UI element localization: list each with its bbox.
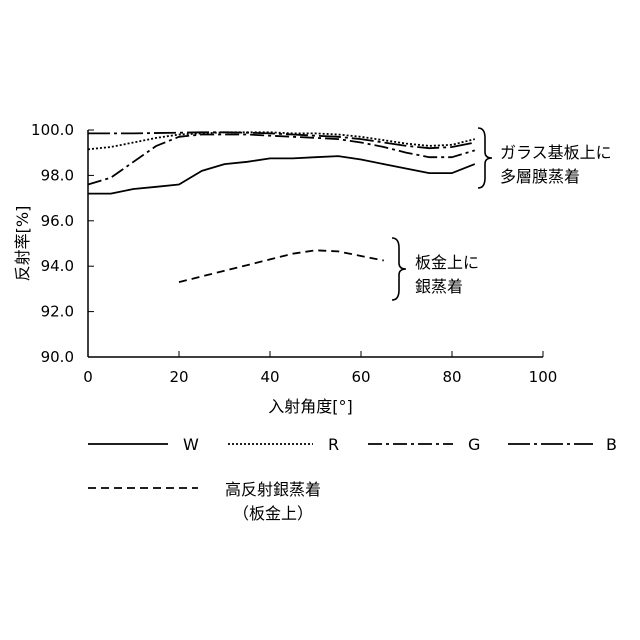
legend-label-4: 高反射銀蒸着 <box>225 480 321 499</box>
series-line-3 <box>88 132 475 148</box>
y-tick-label: 94.0 <box>41 257 74 275</box>
x-tick-label: 20 <box>169 368 188 386</box>
x-tick-label: 60 <box>351 368 370 386</box>
x-tick-label: 100 <box>529 368 558 386</box>
annotation-text-metal: 銀蒸着 <box>415 277 463 296</box>
legend-label-3: B <box>606 435 617 454</box>
legend-label-2: G <box>468 435 480 454</box>
y-tick-label: 98.0 <box>41 166 74 184</box>
x-tick-label: 0 <box>83 368 93 386</box>
series-line-0 <box>88 156 475 194</box>
legend: W R G B 高反射銀蒸着 （板金上） <box>88 435 617 523</box>
x-axis-title: 入射角度[°] <box>268 397 353 416</box>
y-tick-label: 100.0 <box>31 121 74 139</box>
annotation-brace-glass <box>478 128 492 188</box>
annotation-brace-metal <box>392 238 406 300</box>
y-axis-title: 反射率[%] <box>13 206 32 282</box>
legend-label-0: W <box>183 435 199 454</box>
legend-label-1: R <box>328 435 339 454</box>
y-tick-label: 92.0 <box>41 303 74 321</box>
legend-label-4: （板金上） <box>233 504 313 523</box>
y-tick-label: 90.0 <box>41 348 74 366</box>
annotation-text-metal: 板金上に <box>415 253 479 272</box>
annotations: ガラス基板上に多層膜蒸着板金上に銀蒸着 <box>392 128 612 300</box>
series-line-2 <box>88 135 475 185</box>
annotation-text-glass: ガラス基板上に <box>500 143 612 162</box>
x-tick-label: 80 <box>442 368 461 386</box>
x-tick-label: 40 <box>260 368 279 386</box>
annotation-text-glass: 多層膜蒸着 <box>500 167 580 186</box>
series-line-4 <box>179 250 384 282</box>
y-tick-label: 96.0 <box>41 212 74 230</box>
